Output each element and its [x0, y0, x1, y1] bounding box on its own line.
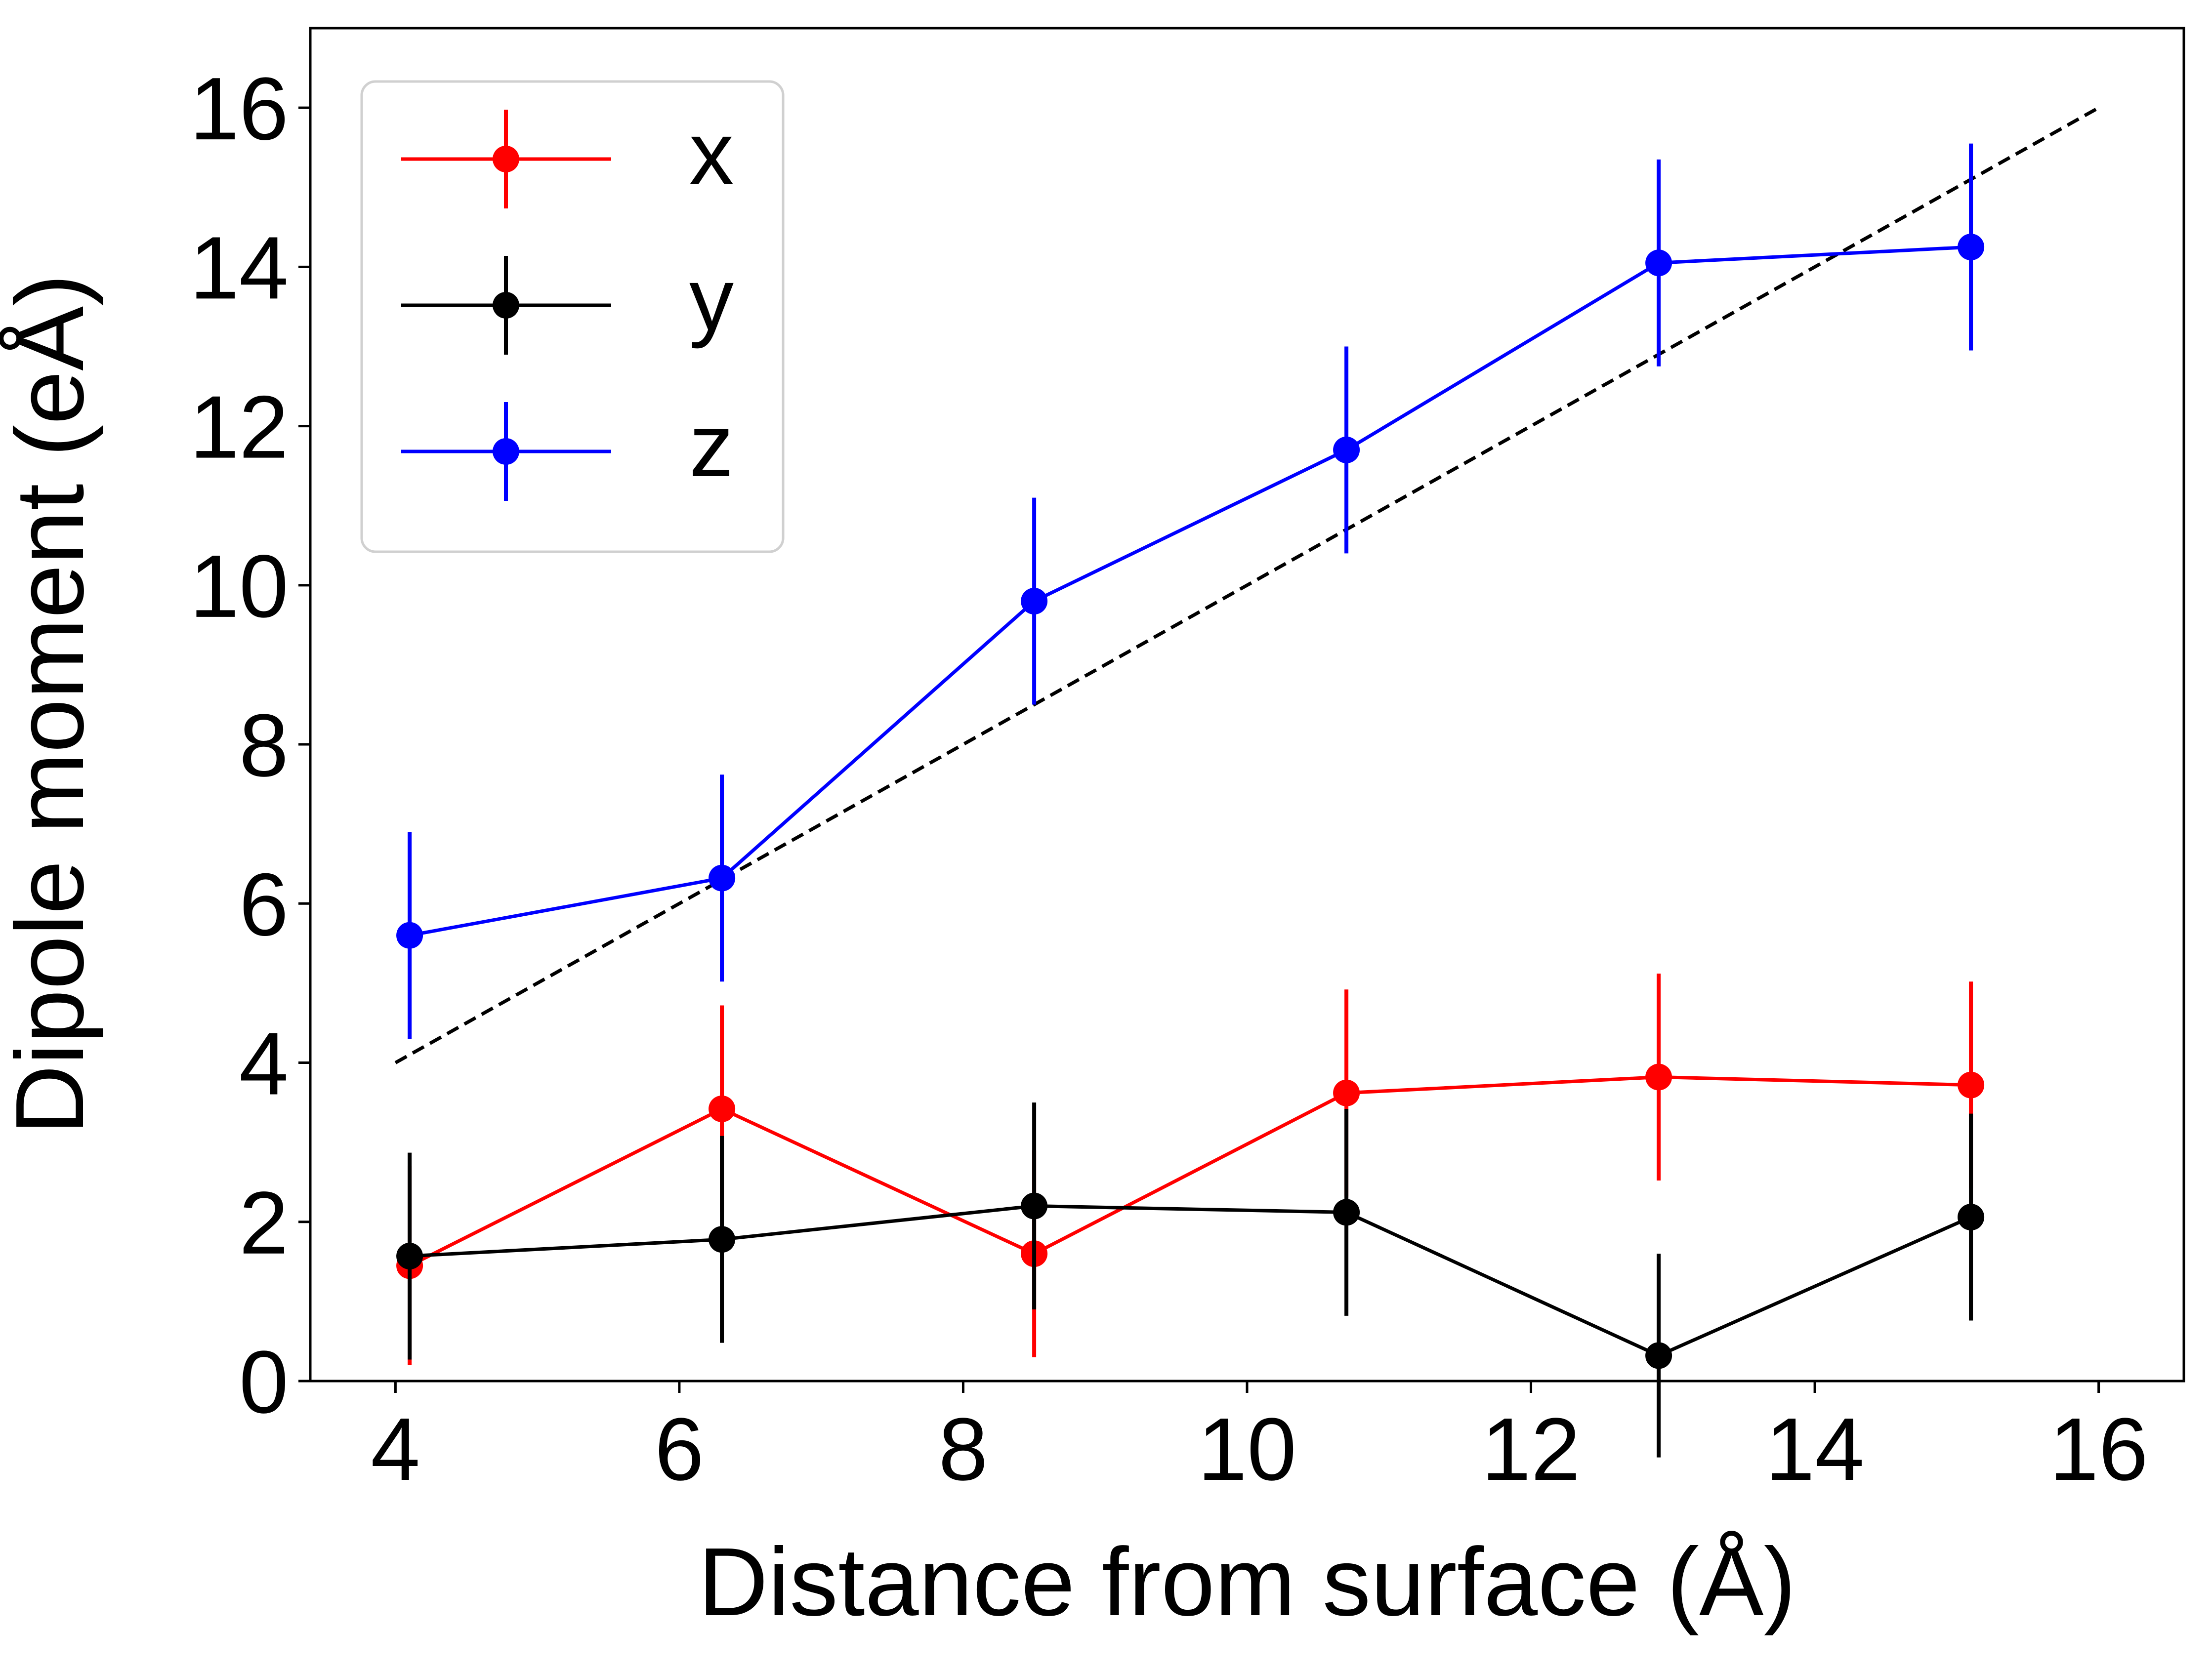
series-z-line	[409, 245, 1971, 937]
series-x-point	[1645, 1063, 1672, 1091]
legend-x-marker	[493, 146, 519, 172]
series-z-point	[709, 864, 736, 892]
legend-y-marker	[493, 292, 519, 319]
series-z-point	[1333, 436, 1360, 463]
y-tick-label: 10	[190, 537, 289, 636]
series-x-point	[1958, 1071, 1985, 1099]
legend-box	[360, 80, 785, 553]
y-tick-label: 12	[190, 378, 289, 477]
y-tick-label: 2	[239, 1174, 289, 1273]
legend-x-label: x	[689, 104, 734, 203]
legend-z-label: z	[689, 396, 734, 495]
y-tick-label: 4	[239, 1015, 289, 1114]
series-y-point	[1958, 1204, 1985, 1231]
y-axis-label: Dipole moment (eÅ)	[0, 274, 104, 1135]
series-y-point	[709, 1226, 736, 1253]
series-z-point	[1021, 588, 1048, 615]
series-z	[396, 143, 1985, 1039]
series-x-point	[709, 1095, 736, 1122]
y-tick-label: 0	[239, 1333, 289, 1432]
series-y-point	[1021, 1192, 1048, 1220]
series-z-point	[396, 922, 423, 949]
series-x-point	[1333, 1079, 1360, 1106]
series-y-point	[1333, 1199, 1360, 1226]
y-tick-label: 14	[190, 218, 289, 318]
legend: xyz	[360, 80, 785, 553]
x-tick-label: 8	[938, 1400, 988, 1499]
series-x-line	[409, 1075, 1971, 1267]
y-axis-ticks: 0 2 4 6 8 10 12 14 16	[190, 59, 310, 1432]
y-tick-label: 16	[190, 59, 289, 159]
y-tick-label: 6	[239, 855, 289, 954]
plot-content	[394, 106, 2100, 1458]
x-axis-ticks: 4 6 8 10 12 14 16	[371, 1381, 2148, 1499]
series-z-point	[1958, 234, 1985, 261]
series-y-point	[396, 1243, 423, 1270]
reference-dashed-line	[394, 106, 2100, 1064]
x-tick-label: 12	[1481, 1400, 1580, 1499]
x-tick-label: 16	[2049, 1400, 2148, 1499]
series-y-point	[1645, 1342, 1672, 1369]
legend-y-label: y	[689, 250, 734, 349]
series-y	[396, 1102, 1985, 1458]
series-z-point	[1645, 249, 1672, 277]
x-tick-label: 4	[371, 1400, 420, 1499]
series-y-line	[409, 1204, 1972, 1358]
x-tick-label: 10	[1198, 1400, 1296, 1499]
y-tick-label: 8	[239, 696, 289, 795]
x-tick-label: 6	[655, 1400, 704, 1499]
legend-z-marker	[493, 438, 519, 465]
x-axis-label: Distance from surface (Å)	[698, 1528, 1796, 1636]
x-tick-label: 14	[1765, 1400, 1864, 1499]
